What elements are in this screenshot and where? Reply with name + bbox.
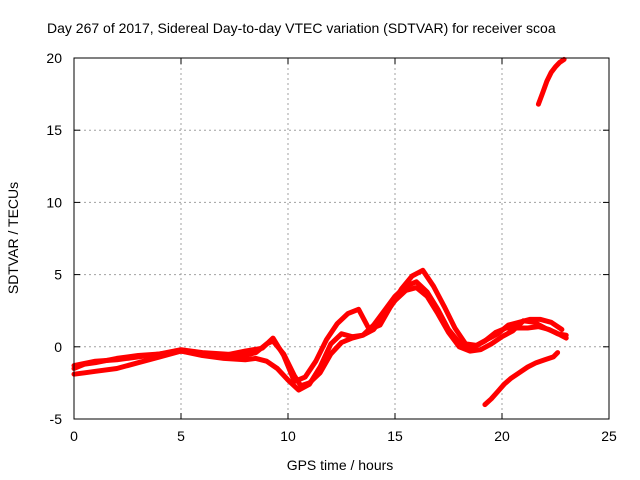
series-line-segment-upper xyxy=(535,56,567,107)
x-tick-label: 5 xyxy=(177,428,185,444)
chart-title: Day 267 of 2017, Sidereal Day-to-day VTE… xyxy=(47,20,556,36)
y-tick-label: 10 xyxy=(46,194,62,210)
x-tick-label: 20 xyxy=(494,428,510,444)
x-tick-label: 25 xyxy=(601,428,617,444)
series-line-band-c xyxy=(71,267,565,384)
y-tick-label: 0 xyxy=(54,339,62,355)
axis-ticks: 0 5 10 15 20 25 -5 0 5 10 15 20 xyxy=(46,50,617,444)
x-tick-label: 10 xyxy=(280,428,296,444)
data-series xyxy=(71,56,569,408)
x-tick-label: 0 xyxy=(70,428,78,444)
y-tick-label: 5 xyxy=(54,267,62,283)
plot-frame xyxy=(73,57,610,420)
y-tick-label: 15 xyxy=(46,122,62,138)
y-axis-label: SDTVAR / TECUs xyxy=(5,182,21,294)
grid xyxy=(74,58,609,419)
series-line-segment-lower xyxy=(482,350,561,408)
x-tick-label: 15 xyxy=(387,428,403,444)
y-tick-label: 20 xyxy=(46,50,62,66)
x-axis-label: GPS time / hours xyxy=(287,457,394,473)
y-tick-label: -5 xyxy=(50,411,63,427)
